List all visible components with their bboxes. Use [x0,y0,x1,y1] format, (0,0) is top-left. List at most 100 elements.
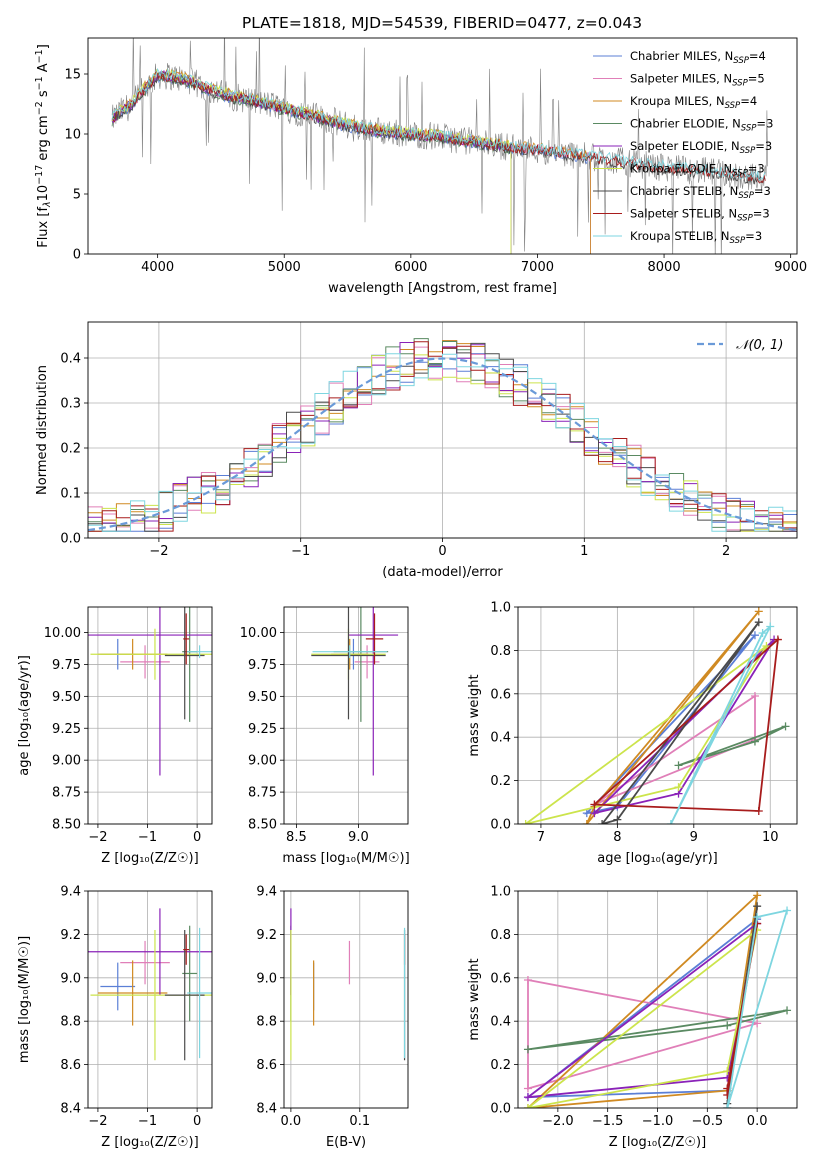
y-tick-label: 0.3 [60,397,81,412]
legend-model: Chabrier STELIB [630,184,722,198]
x-tick-label: 0.1 [349,1114,370,1129]
weight-marker [666,820,675,824]
legend-ssp: SSP [730,236,746,246]
legend-model: Kroupa ELODIE [630,162,716,176]
weight-polygon [593,694,756,806]
x-tick-label: −1 [291,544,310,559]
legend-entry: Kroupa STELIB, NSSP=3 [630,229,762,246]
weight-marker [723,1104,732,1108]
axes-frame [87,37,798,255]
legend-eq: = [740,94,750,108]
x-tick-label: −1 [138,1114,157,1129]
legend-n: , N [716,72,732,86]
y-tick-label: 0.2 [490,774,511,789]
y-tick-label: 9.4 [60,885,81,900]
y-tick-label: 0.0 [60,532,81,547]
y-tick-label: 9.25 [52,722,81,737]
y-tick-label: 0.4 [60,352,81,367]
weight-marker [674,761,683,770]
axes-frame [87,890,213,1109]
x-axis-label: (data-model)/error [382,565,503,580]
y-tick-label: 9.50 [52,690,81,705]
y-tick-label: 9.25 [248,722,277,737]
y-tick-label: 9.2 [256,928,277,943]
x-tick-label: −2 [149,544,168,559]
legend-n: , N [725,117,741,131]
legend-ssp: SSP [738,191,754,201]
x-tick-label: −0.5 [692,1114,724,1129]
legend-model: Chabrier ELODIE [630,117,725,131]
x-tick-label: 9.0 [348,830,369,845]
axes-frame [283,606,409,825]
legend-entry: Chabrier STELIB, NSSP=3 [630,184,771,201]
x-tick-label: −2 [88,1114,107,1129]
weight-marker [523,975,532,984]
model-spectrum-chabrier-miles [111,71,591,254]
legend-model: Kroupa MILES [630,94,709,108]
x-tick-label: −1.0 [642,1114,674,1129]
panel-ebv-mass: 0.0 0.1 8.4 8.6 8.8 9.0 9.2 9.4 E(B-V) [256,885,409,1150]
y-axis-label: mass weight [467,674,482,756]
errorbars [88,908,212,1061]
y-tick-label: 5 [73,188,81,203]
y-tick-label: 0.0 [490,818,511,833]
x-axis-label: Z [log₁₀(Z/Z☉)] [609,1135,706,1150]
legend-n: , N [709,94,725,108]
y-tick-label: 8.6 [60,1058,81,1073]
y-tick-label: 9.4 [256,885,277,900]
y-tick-label: 0.6 [490,971,511,986]
panel-age-weight: 7 8 9 10 0.0 0.2 0.4 0.6 0.8 1.0 age [log₁₀(age/yr… [467,601,798,866]
weight-marker [753,1019,762,1028]
x-tick-label: 7 [537,830,545,845]
y-axis-label: mass weight [467,958,482,1040]
x-tick-label: 2 [722,544,730,559]
panel-z-weight: −2.0 −1.5 −1.0 −0.5 0.0 0.0 0.2 0.4 0.6 0.8 1.0 Z [… [467,885,798,1150]
x-axis-label: mass [log₁₀(M/M☉)] [282,851,409,866]
legend-ssp: SSP [740,146,756,156]
legend-nssp: 3 [764,184,771,198]
weight-marker [598,820,607,824]
weight-marker [750,631,759,640]
y-tick-label: 0.4 [490,731,511,746]
x-axis-label: age [log₁₀(age/yr)] [597,851,718,866]
y-label-part: −1 [34,49,45,63]
weight-marker [582,820,591,824]
weight-marker [754,618,763,627]
y-tick-label: 8.4 [60,1102,81,1117]
panel-z-mass: −2 −1 0 8.4 8.6 8.8 9.0 9.2 9.4 Z [log₁₀(Z/Z☉)] ma… [17,885,213,1150]
legend-entry: Kroupa ELODIE, NSSP=3 [630,162,765,179]
x-tick-label: 10 [762,830,779,845]
model-spectrum-salpeter-miles [112,71,591,254]
weight-polygon [525,645,768,824]
x-axis-label: Z [log₁₀(Z/Z☉)] [101,851,198,866]
legend-nssp: 4 [759,49,766,63]
legend-n: , N [717,49,733,63]
legend-nssp: 3 [766,117,773,131]
x-tick-label: 0 [193,1114,201,1129]
weight-marker [754,607,763,616]
y-tick-label: 8.6 [256,1058,277,1073]
legend-nssp: 3 [755,229,762,243]
y-tick-label: 0.2 [490,1058,511,1073]
weight-marker [613,815,622,824]
legend-entry: Salpeter STELIB, NSSP=3 [630,207,770,224]
weight-marker [783,906,792,915]
legend-model: Salpeter ELODIE [630,139,724,153]
legend-model: Salpeter STELIB [630,207,721,221]
y-tick-label: 10.00 [240,626,277,641]
weight-marker [781,722,790,731]
weight-polygon [585,610,760,824]
y-tick-label: 0.4 [490,1015,511,1030]
model-spectrum-chabrier-stelib [111,71,766,185]
x-tick-label: 8 [613,830,621,845]
y-label-part: −17 [34,165,45,185]
y-label-part: −2 [34,101,45,115]
legend-entry: Chabrier ELODIE, NSSP=3 [630,117,773,134]
y-tick-label: 0.8 [490,928,511,943]
y-tick-label: 10 [64,128,81,143]
x-axis-label: Z [log₁₀(Z/Z☉)] [101,1135,198,1150]
legend-ssp: SSP [725,101,741,111]
weight-polygon [726,909,789,1108]
normal-curve [88,357,797,532]
